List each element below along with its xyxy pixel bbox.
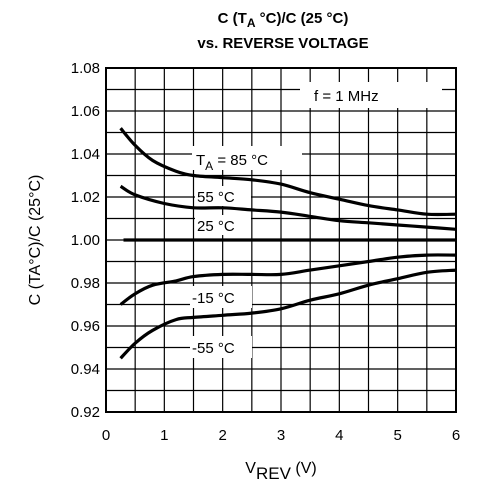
curve-55c [121, 186, 456, 229]
t55-label: 55 °C [197, 189, 235, 206]
x-tick-label: 3 [277, 427, 285, 444]
y-tick-label: 1.06 [71, 103, 100, 120]
tm55-label: -55 °C [192, 340, 235, 357]
curve-minus15c [121, 255, 456, 305]
x-tick-label: 4 [335, 427, 343, 444]
x-tick-label: 6 [452, 427, 460, 444]
tm15-label: -15 °C [192, 290, 235, 307]
y-axis-label: C (TA°C)/C (25°C) [27, 175, 44, 306]
t25-label: 25 °C [197, 218, 235, 235]
y-tick-label: 0.94 [71, 361, 100, 378]
curve-85c [121, 128, 456, 214]
y-tick-label: 1.04 [71, 146, 100, 163]
chart-title-line1: C (TA °C)/C (25 °C) [218, 10, 349, 30]
freq-label: f = 1 MHz [314, 88, 379, 105]
chart-title-line2: vs. REVERSE VOLTAGE [197, 35, 368, 52]
x-tick-labels: 0 1 2 3 4 5 6 [102, 427, 460, 444]
x-tick-label: 5 [393, 427, 401, 444]
x-tick-label: 2 [218, 427, 226, 444]
y-tick-label: 1.08 [71, 60, 100, 77]
annotations: f = 1 MHz TA = 85 °C 55 °C 25 °C -15 °C … [190, 82, 442, 358]
y-tick-label: 0.98 [71, 275, 100, 292]
y-tick-label: 0.92 [71, 404, 100, 421]
y-tick-label: 0.96 [71, 318, 100, 335]
x-axis-label: VREV (V) [245, 460, 316, 483]
y-tick-label: 1.02 [71, 189, 100, 206]
x-tick-label: 0 [102, 427, 110, 444]
x-tick-label: 1 [160, 427, 168, 444]
y-tick-label: 1.00 [71, 232, 100, 249]
y-tick-labels: 0.92 0.94 0.96 0.98 1.00 1.02 1.04 1.06 1.08 [71, 60, 100, 421]
